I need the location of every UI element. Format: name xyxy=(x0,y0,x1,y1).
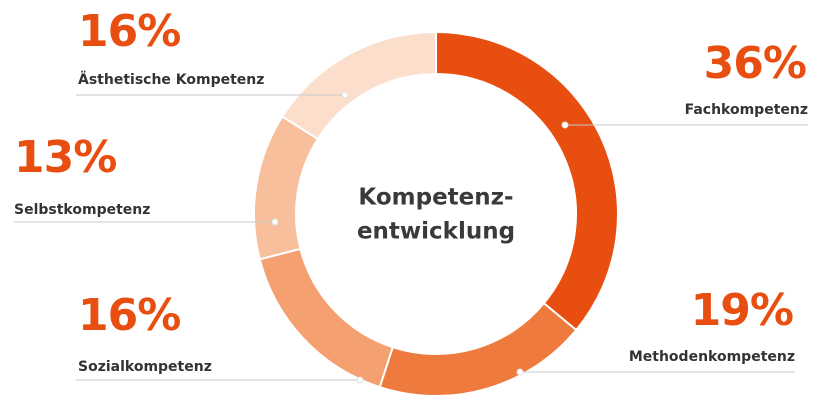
leader-dot xyxy=(516,368,524,376)
donut-segment xyxy=(378,301,578,397)
category-label: Methodenkompetenz xyxy=(629,349,795,365)
leader-dot xyxy=(341,91,349,99)
donut-segment xyxy=(258,247,394,389)
category-label: Fachkompetenz xyxy=(685,102,808,118)
percent-label: 13% xyxy=(14,132,116,183)
leader-dot xyxy=(271,218,279,226)
donut-segment xyxy=(280,30,437,141)
center-label: Kompetenz- xyxy=(358,185,513,211)
leader-dot xyxy=(356,376,364,384)
donut-segment xyxy=(435,30,619,332)
percent-label: 16% xyxy=(78,290,180,341)
percent-label: 16% xyxy=(78,6,180,57)
donut-segment xyxy=(253,115,320,261)
center-label: entwicklung xyxy=(357,219,515,245)
category-label: Ästhetische Kompetenz xyxy=(78,71,264,88)
percent-label: 19% xyxy=(691,285,793,336)
category-label: Sozialkompetenz xyxy=(78,359,212,375)
percent-label: 36% xyxy=(704,38,806,89)
category-label: Selbstkompetenz xyxy=(14,202,150,218)
leader-dot xyxy=(561,121,569,129)
